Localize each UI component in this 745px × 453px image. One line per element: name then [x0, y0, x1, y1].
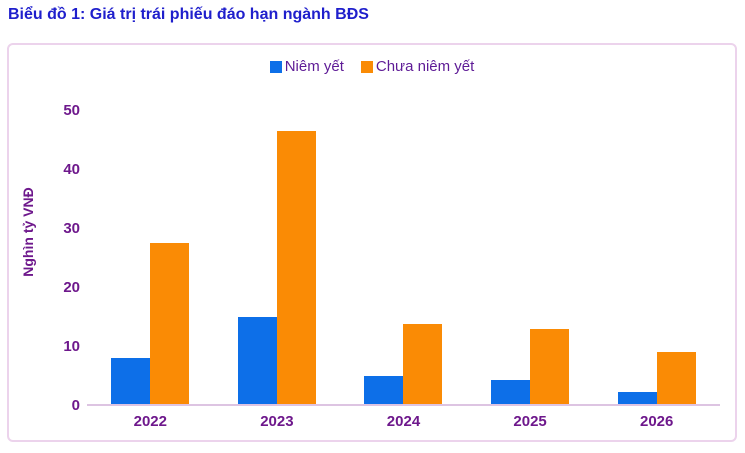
category-group-2024: [340, 110, 467, 405]
legend-label: Niêm yết: [284, 58, 344, 75]
bar-niem-yet-2026: [617, 392, 657, 405]
y-tick-label: 0: [71, 396, 80, 414]
x-tick-label-2023: 2023: [260, 413, 294, 430]
x-tick-label-2026: 2026: [639, 413, 674, 430]
chart-panel: Niêm yết Chưa niêm yết Nghìn tỷ VNĐ 0 10 20…: [7, 43, 737, 442]
legend-color-swatch: [269, 60, 282, 73]
x-axis-labels: 2022 2023 2024 2025 2026: [87, 413, 720, 430]
y-tick-label: 30: [63, 219, 80, 237]
y-tick-label: 40: [63, 160, 80, 178]
x-tick-label-2025: 2025: [513, 413, 547, 430]
bar-chua-niem-yet-2023: [276, 130, 316, 405]
x-axis-line: [87, 404, 720, 406]
x-tick-label-2024: 2024: [386, 413, 421, 430]
y-tick-label: 20: [63, 278, 80, 296]
legend-label: Chưa niêm yết: [375, 58, 475, 75]
bar-chua-niem-yet-2026: [656, 351, 696, 405]
legend-color-swatch: [360, 60, 373, 73]
bar-niem-yet-2022: [111, 357, 151, 405]
bar-chua-niem-yet-2024: [403, 324, 443, 405]
category-group-2023: [214, 110, 341, 405]
category-group-2025: [467, 110, 594, 405]
x-tick-label-2022: 2022: [133, 413, 167, 430]
legend-item-niem-yet: Niêm yết: [269, 58, 344, 75]
category-group-2022: [87, 110, 214, 405]
bar-chua-niem-yet-2025: [530, 329, 570, 405]
bar-niem-yet-2025: [491, 380, 531, 405]
bar-niem-yet-2024: [364, 375, 404, 405]
y-tick-label: 10: [63, 337, 80, 355]
legend: Niêm yết Chưa niêm yết: [9, 58, 735, 75]
bar-niem-yet-2023: [237, 316, 277, 405]
bar-chua-niem-yet-2022: [150, 242, 190, 405]
y-tick-label: 50: [63, 101, 80, 119]
chart-title: Biểu đồ 1: Giá trị trái phiếu đáo hạn ng…: [8, 6, 369, 23]
legend-item-chua-niem-yet: Chưa niêm yết: [360, 58, 475, 75]
category-group-2026: [593, 110, 720, 405]
plot-area: [87, 110, 720, 405]
